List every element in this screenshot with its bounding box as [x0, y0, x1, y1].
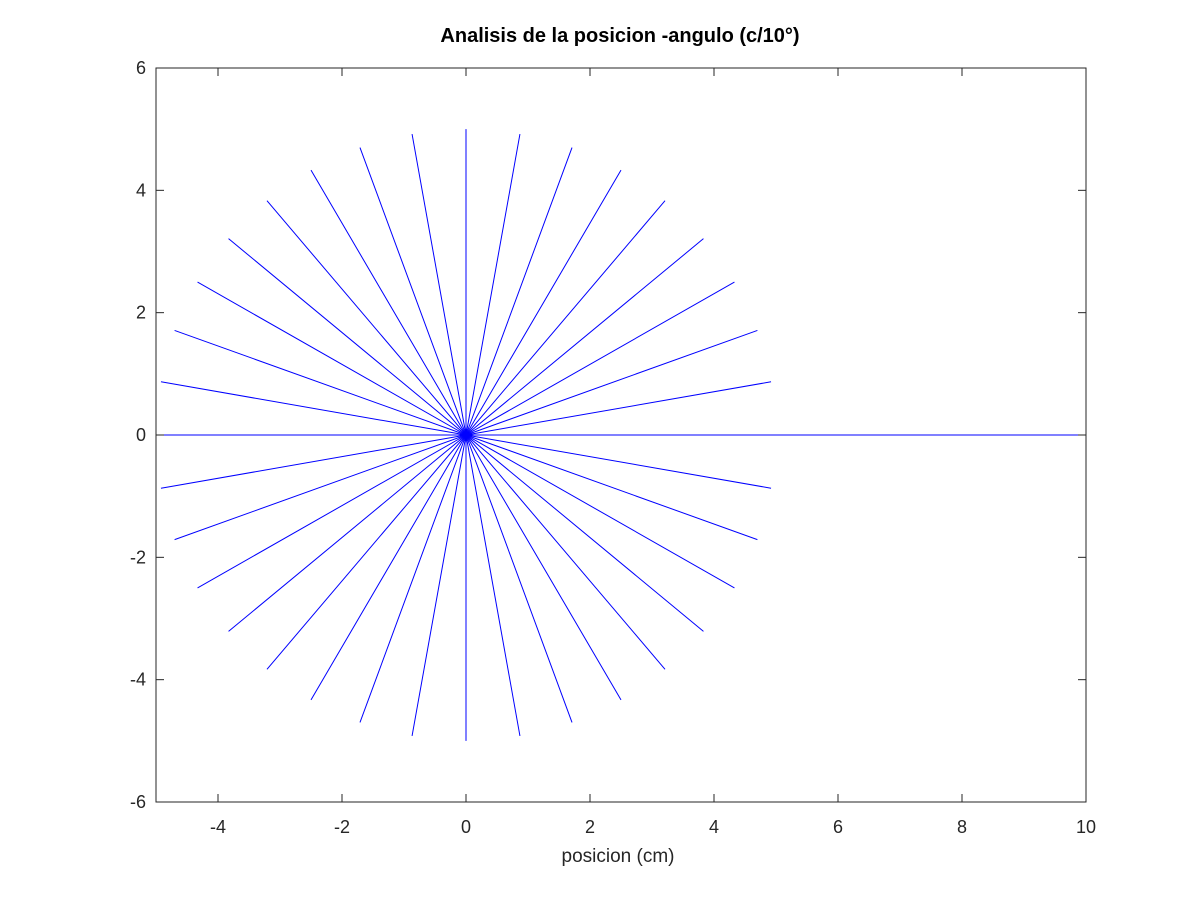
x-tick-label: -2: [334, 817, 350, 837]
y-tick-label: -4: [130, 670, 146, 690]
x-axis-label: posicion (cm): [562, 846, 675, 867]
series-line-35: [160, 434, 1080, 489]
y-tick-label: 2: [136, 303, 146, 323]
x-tick-label: 6: [833, 817, 843, 837]
y-tick-label: -6: [130, 792, 146, 812]
series-layer: [156, 129, 1086, 741]
y-tick-label: -2: [130, 547, 146, 567]
plot-area: [156, 129, 1086, 741]
x-tick-label: 2: [585, 817, 595, 837]
y-axis: -6 -4 -2 0 2 4 6: [130, 58, 1086, 812]
x-tick-label: 8: [957, 817, 967, 837]
y-tick-label: 4: [136, 180, 146, 200]
x-tick-label: 10: [1076, 817, 1096, 837]
chart-title: Analisis de la posicion -angulo (c/10°): [440, 25, 799, 47]
x-tick-label: 4: [709, 817, 719, 837]
x-tick-label: 0: [461, 817, 471, 837]
x-tick-label: -4: [210, 817, 226, 837]
y-tick-label: 6: [136, 58, 146, 78]
y-tick-label: 0: [136, 425, 146, 445]
x-axis: -4 -2 0 2 4 6 8 10: [210, 68, 1096, 837]
